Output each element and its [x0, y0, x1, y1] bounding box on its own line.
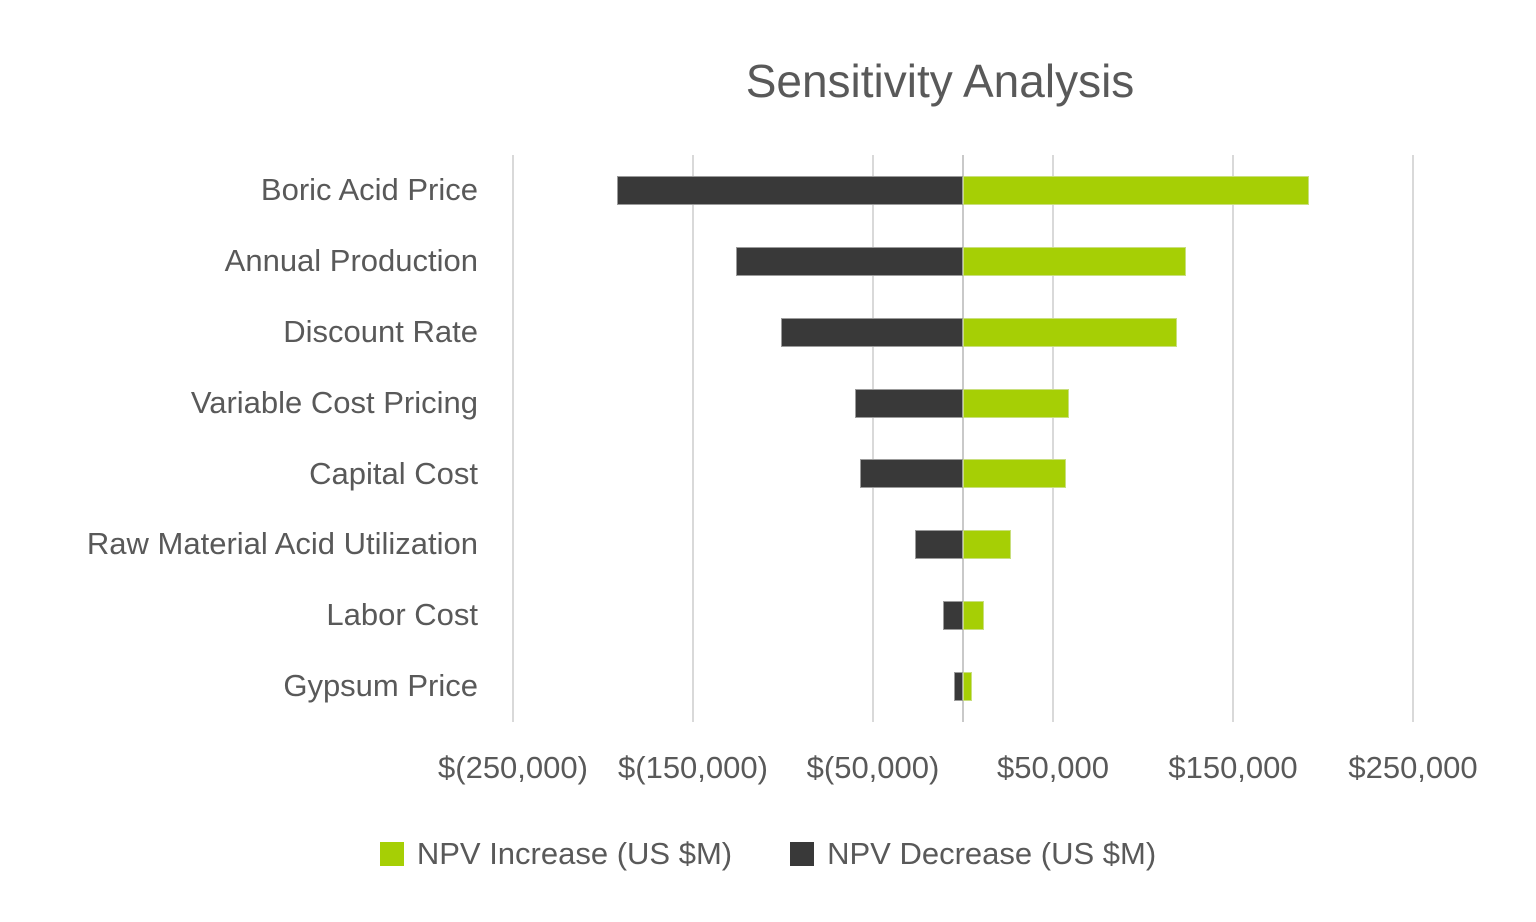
gridline — [1412, 155, 1414, 722]
x-axis-tick-label: $(250,000) — [438, 750, 588, 785]
npv-decrease-bar — [860, 459, 963, 489]
legend-label-npv-decrease: NPV Decrease (US $M) — [827, 836, 1157, 871]
category-label: Annual Production — [224, 242, 478, 278]
category-label: Labor Cost — [326, 597, 478, 633]
chart-title: Sensitivity Analysis — [745, 55, 1135, 107]
npv-increase-bar — [963, 459, 1066, 489]
legend-item-npv-increase: NPV Increase (US $M) — [379, 836, 733, 872]
npv-decrease-bar — [915, 530, 963, 560]
legend: NPV Increase (US $M) NPV Decrease (US $M… — [0, 836, 1536, 872]
category-label: Capital Cost — [309, 455, 478, 491]
category-label: Discount Rate — [283, 313, 478, 349]
category-label: Gypsum Price — [283, 668, 478, 704]
gridline — [1232, 155, 1234, 722]
npv-increase-bar — [963, 175, 1309, 205]
gridline — [512, 155, 514, 722]
category-label: Raw Material Acid Utilization — [86, 526, 478, 562]
x-axis-tick-label: $(150,000) — [618, 750, 768, 785]
npv-increase-bar — [963, 317, 1178, 347]
npv-decrease-bar — [781, 317, 963, 347]
npv-decrease-bar — [855, 388, 963, 418]
legend-swatch-npv-increase — [379, 842, 404, 866]
x-axis-tick-label: $50,000 — [996, 750, 1110, 785]
x-axis-tick-label: $(50,000) — [806, 750, 940, 785]
legend-item-npv-decrease: NPV Decrease (US $M) — [790, 836, 1156, 872]
category-label: Boric Acid Price — [260, 172, 478, 207]
legend-swatch-npv-decrease — [790, 842, 815, 866]
npv-decrease-bar — [943, 601, 963, 631]
x-axis-tick-label: $250,000 — [1348, 750, 1478, 785]
npv-increase-bar — [963, 246, 1187, 276]
npv-decrease-bar — [954, 672, 963, 702]
npv-increase-bar — [963, 672, 972, 702]
category-label: Variable Cost Pricing — [190, 384, 478, 420]
npv-increase-bar — [963, 530, 1011, 560]
zero-axis-line — [962, 155, 964, 722]
gridline — [1052, 155, 1054, 722]
npv-decrease-bar — [736, 246, 963, 276]
npv-increase-bar — [963, 388, 1070, 418]
npv-increase-bar — [963, 601, 984, 631]
gridline — [692, 155, 694, 722]
x-axis-tick-label: $150,000 — [1168, 750, 1298, 785]
gridline — [872, 155, 874, 722]
legend-label-npv-increase: NPV Increase (US $M) — [416, 836, 733, 871]
plot-area — [512, 155, 1414, 722]
npv-decrease-bar — [617, 175, 963, 205]
